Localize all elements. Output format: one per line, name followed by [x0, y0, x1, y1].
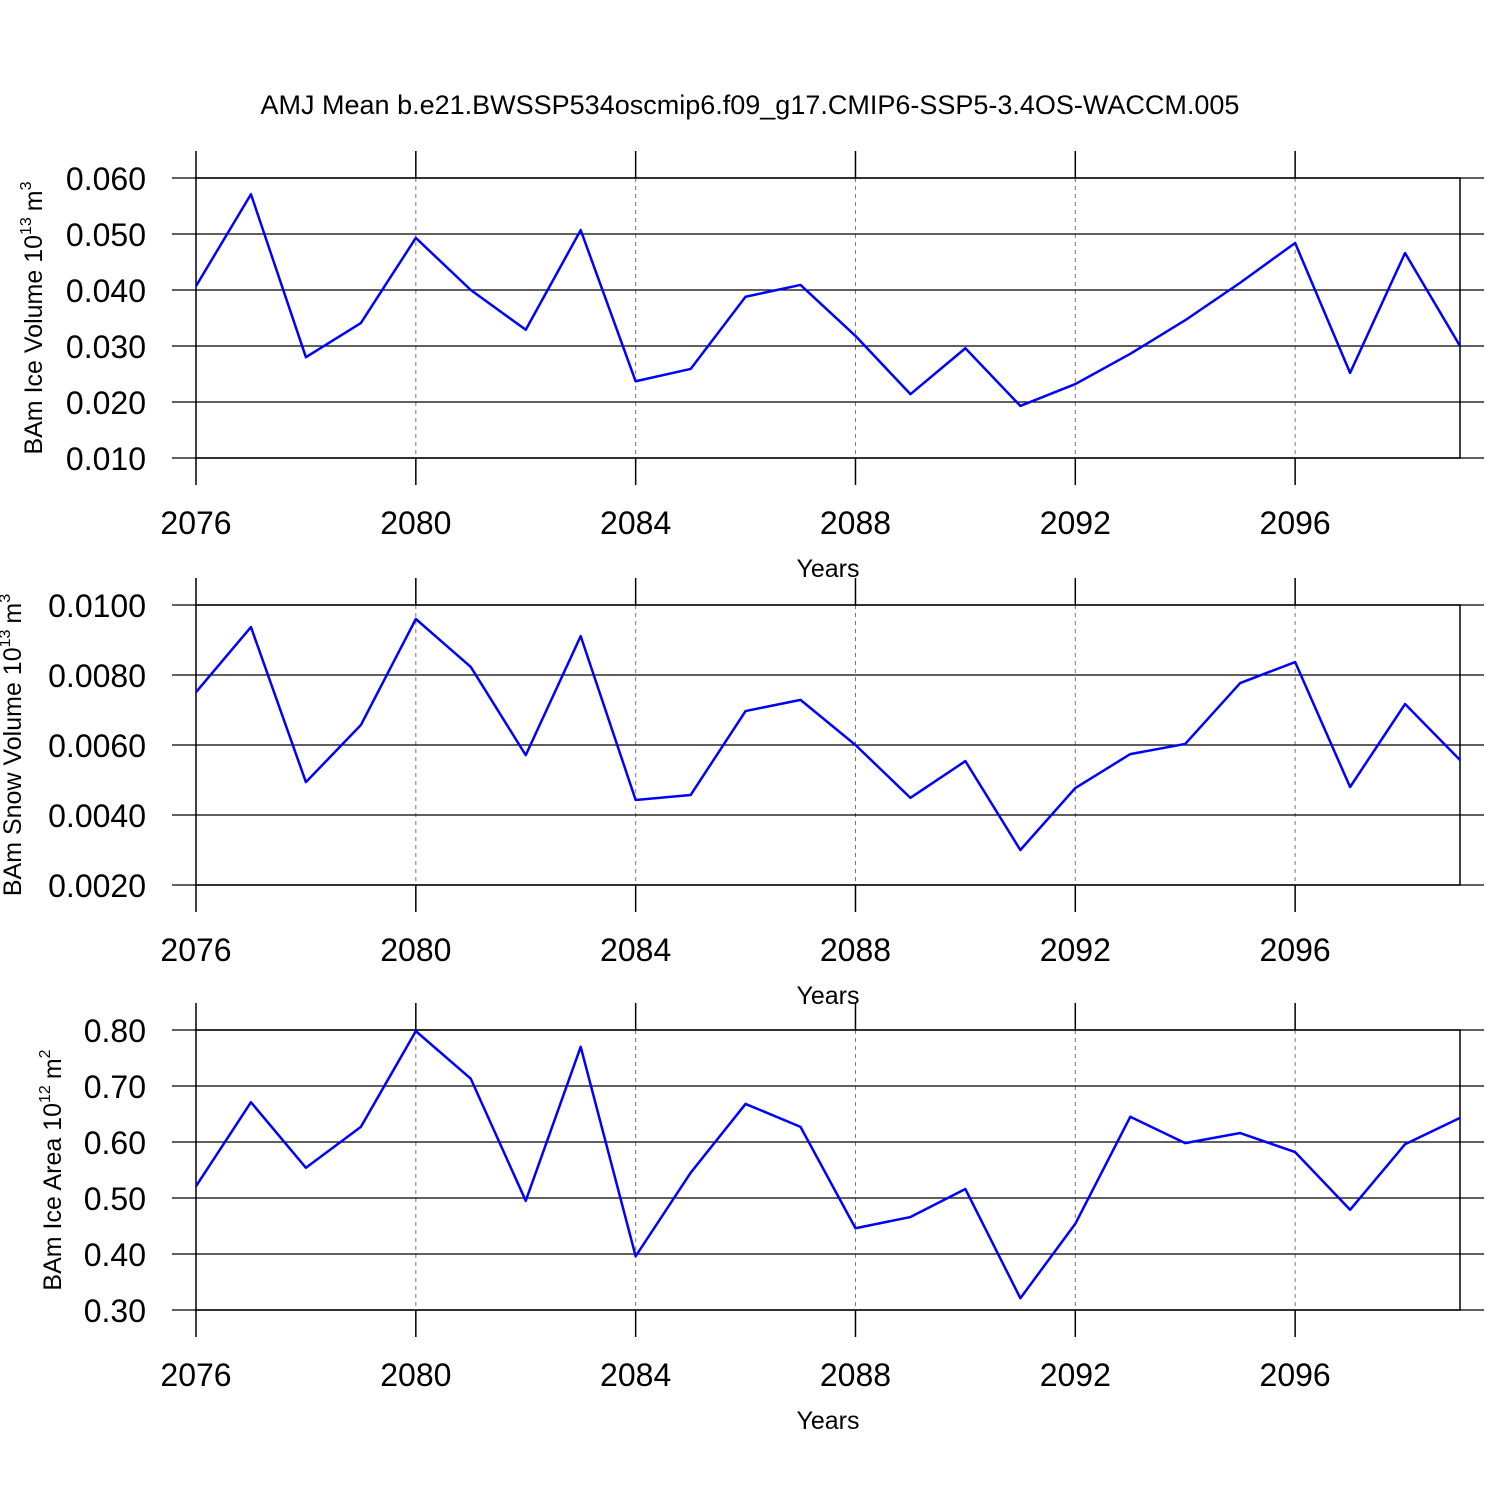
y-tick-label: 0.40 [84, 1237, 146, 1273]
y-tick-label: 0.010 [66, 441, 146, 477]
x-axis-title: Years [796, 555, 859, 583]
y-axis-title: BAm Snow Volume 1013 m3 [0, 594, 27, 896]
y-tick-label: 0.060 [66, 161, 146, 197]
x-tick-label: 2088 [820, 1357, 891, 1393]
y-axis-title-part: BAm Ice Area 10 [39, 1103, 67, 1291]
x-tick-label: 2096 [1260, 505, 1331, 541]
x-tick-label: 2092 [1040, 1357, 1111, 1393]
x-axis-title: Years [796, 1407, 859, 1435]
y-axis-title-exponent: 3 [18, 181, 35, 190]
y-tick-label: 0.30 [84, 1293, 146, 1329]
y-axis-title-exponent: 2 [37, 1049, 54, 1058]
data-line [194, 1029, 1461, 1300]
y-axis-title-exponent: 12 [37, 1085, 54, 1103]
x-tick-label: 2096 [1260, 1357, 1331, 1393]
y-axis-title: BAm Ice Area 1012 m2 [37, 1049, 67, 1290]
y-tick-label: 0.0060 [48, 728, 146, 764]
x-tick-label: 2080 [380, 505, 451, 541]
x-tick-label: 2088 [820, 505, 891, 541]
y-axis-title-part: BAm Ice Volume 10 [20, 235, 48, 455]
y-axis-title-exponent: 13 [18, 217, 35, 235]
chart-title: AMJ Mean b.e21.BWSSP534oscmip6.f09_g17.C… [261, 90, 1240, 120]
x-tick-label: 2084 [600, 1357, 671, 1393]
y-axis-title-part: m [39, 1058, 67, 1079]
y-axis-title-part: m [0, 603, 27, 624]
y-tick-label: 0.0020 [48, 868, 146, 904]
plot-frame [195, 1029, 1461, 1311]
y-axis-title: BAm Ice Volume 1013 m3 [18, 181, 48, 454]
x-tick-label: 2084 [600, 932, 671, 968]
x-tick-label: 2092 [1040, 505, 1111, 541]
y-axis-title-exponent: 13 [0, 629, 14, 647]
x-tick-label: 2076 [160, 1357, 231, 1393]
x-axis-title: Years [796, 982, 859, 1010]
x-tick-label: 2076 [160, 505, 231, 541]
y-axis-title-part: m [20, 190, 48, 211]
x-tick-label: 2092 [1040, 932, 1111, 968]
x-tick-label: 2096 [1260, 932, 1331, 968]
data-line [194, 192, 1462, 408]
y-tick-label: 0.0040 [48, 798, 146, 834]
data-line [195, 617, 1461, 852]
y-tick-label: 0.040 [66, 273, 146, 309]
y-tick-label: 0.030 [66, 329, 146, 365]
y-tick-label: 0.0100 [48, 588, 146, 624]
y-tick-label: 0.60 [84, 1125, 146, 1161]
y-tick-label: 0.0080 [48, 658, 146, 694]
x-tick-label: 2088 [820, 932, 891, 968]
x-tick-label: 2080 [380, 932, 451, 968]
y-tick-label: 0.050 [66, 217, 146, 253]
x-tick-label: 2080 [380, 1357, 451, 1393]
x-tick-label: 2084 [600, 505, 671, 541]
y-tick-label: 0.50 [84, 1181, 146, 1217]
y-tick-label: 0.70 [84, 1069, 146, 1105]
y-tick-label: 0.80 [84, 1013, 146, 1049]
plot-frame [195, 177, 1461, 459]
y-tick-label: 0.020 [66, 385, 146, 421]
x-tick-label: 2076 [160, 932, 231, 968]
plot-frame [195, 604, 1461, 886]
y-axis-title-part: BAm Snow Volume 10 [0, 647, 27, 896]
y-axis-title-exponent: 3 [0, 594, 14, 603]
